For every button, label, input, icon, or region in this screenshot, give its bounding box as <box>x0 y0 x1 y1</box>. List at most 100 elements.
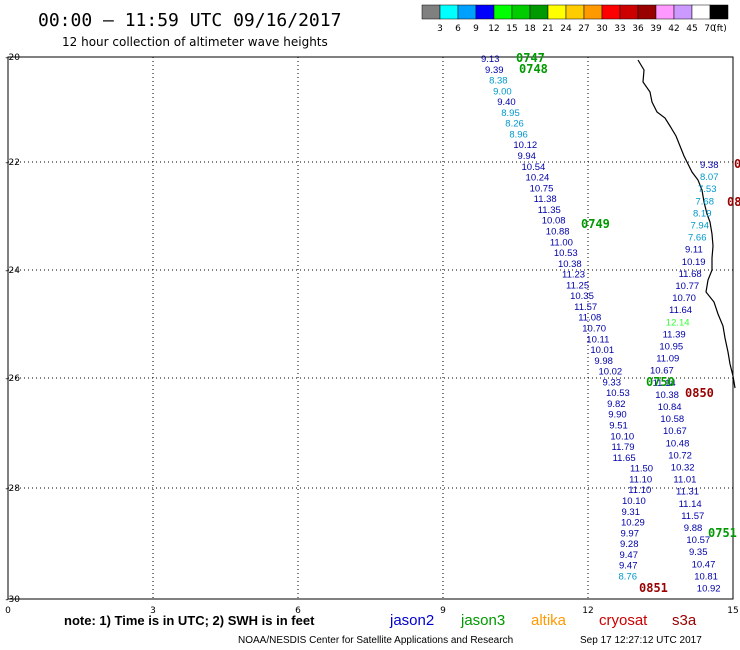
y-tick-label: -26 <box>5 374 20 384</box>
swh-value: 10.38 <box>558 259 582 270</box>
legend-swatch <box>529 4 549 20</box>
swh-value: 9.97 <box>621 528 640 539</box>
legend-swatch <box>709 4 729 20</box>
legend-swatch <box>457 4 477 20</box>
legend-swatch <box>421 4 441 20</box>
pass-time: 0850 <box>685 386 714 400</box>
swh-value: 10.32 <box>671 463 695 474</box>
swh-value: 9.47 <box>619 561 638 572</box>
swh-value: 11.09 <box>656 354 679 365</box>
swh-value: 10.12 <box>513 140 537 151</box>
swh-value: 11.08 <box>578 313 601 324</box>
swh-value: 8.07 <box>700 172 719 183</box>
legend-swatch <box>547 4 567 20</box>
swh-value: 10.72 <box>668 450 692 461</box>
swh-value: 9.88 <box>684 523 703 534</box>
coastline <box>637 59 736 389</box>
swh-value: 11.23 <box>562 270 585 281</box>
pass-time-edge: 0 <box>734 157 740 171</box>
swh-value: 10.88 <box>546 226 570 237</box>
x-tick-label: 6 <box>295 606 301 616</box>
swh-value: 9.90 <box>608 410 627 421</box>
swh-value: 10.48 <box>666 438 690 449</box>
swh-value: 11.01 <box>673 475 696 486</box>
legend-label: 33 <box>614 24 625 34</box>
swh-value: 9.51 <box>609 421 628 432</box>
swh-value: 10.54 <box>522 162 546 173</box>
legend-swatch <box>691 4 711 20</box>
swh-value: 10.77 <box>675 281 699 292</box>
swh-value: 10.57 <box>686 535 710 546</box>
swh-value: 8.26 <box>505 119 524 130</box>
swh-value: 7.94 <box>691 221 710 232</box>
x-tick-label: 12 <box>582 606 593 616</box>
legend-swatch <box>619 4 639 20</box>
swh-value: 10.67 <box>650 366 674 377</box>
legend-label: 45 <box>686 24 697 34</box>
swh-value: 11.64 <box>669 305 692 316</box>
legend-swatch <box>439 4 459 20</box>
legend-label: 36 <box>632 24 644 34</box>
y-tick-label: -22 <box>5 158 20 168</box>
swh-value: 10.35 <box>570 291 594 302</box>
credit-timestamp: Sep 17 12:27:12 UTC 2017 <box>580 635 702 646</box>
swh-value: 9.82 <box>607 399 626 410</box>
swh-value: 8.38 <box>489 76 508 87</box>
swh-value: 9.98 <box>594 356 613 367</box>
swh-value: 10.70 <box>582 324 606 335</box>
legend-label: 70 <box>704 24 716 34</box>
swh-value: 10.29 <box>621 518 645 529</box>
satellite-name: altika <box>531 612 567 629</box>
pass-time-edge: 08 <box>727 195 740 209</box>
legend-label: 39 <box>650 24 662 34</box>
swh-value: 8.95 <box>501 108 520 119</box>
swh-value: 10.67 <box>663 426 687 437</box>
swh-value: 11.39 <box>663 329 686 340</box>
satellite-track-right: 9.388.077.537.688.197.947.669.1110.1911.… <box>650 160 721 595</box>
swh-value: 12.14 <box>666 317 690 328</box>
y-tick-label: -28 <box>5 484 20 494</box>
swh-value: 10.75 <box>530 183 554 194</box>
y-tick-label: -20 <box>5 53 20 63</box>
credit-agency: NOAA/NESDIS Center for Satellite Applica… <box>238 635 513 646</box>
swh-value: 11.68 <box>679 269 702 280</box>
swh-value: 11.57 <box>574 302 597 313</box>
swh-value: 11.25 <box>566 280 589 291</box>
swh-value: 11.31 <box>676 487 699 498</box>
swh-value: 9.38 <box>700 160 719 171</box>
satellite-legend: jason2 jason3 altika cryosat s3a <box>389 612 697 629</box>
legend-swatch <box>475 4 495 20</box>
y-tick-label: -24 <box>5 266 20 276</box>
legend-label: 12 <box>488 24 499 34</box>
swh-value: 10.01 <box>590 345 614 356</box>
page-title: 00:00 – 11:59 UTC 09/16/2017 <box>38 10 341 31</box>
swh-value: 11.14 <box>679 499 702 510</box>
swh-value: 11.57 <box>681 511 704 522</box>
swh-value: 11.35 <box>538 205 561 216</box>
swh-value: 7.68 <box>696 196 715 207</box>
swh-value: 9.35 <box>689 547 708 558</box>
swh-value: 10.11 <box>586 334 609 345</box>
satellite-name: jason3 <box>460 612 505 629</box>
legend-label: 30 <box>596 24 608 34</box>
satellite-name: cryosat <box>599 612 648 629</box>
swh-value: 9.33 <box>603 377 622 388</box>
legend-swatch <box>583 4 603 20</box>
satellite-name: s3a <box>672 612 697 629</box>
swh-value: 10.53 <box>606 388 630 399</box>
swh-value: 11.10 <box>628 485 651 496</box>
swh-value: 9.40 <box>497 97 516 108</box>
swh-value: 11.10 <box>629 474 652 485</box>
legend-label: 15 <box>506 24 517 34</box>
swh-value: 9.00 <box>493 86 512 97</box>
x-tick-label: 9 <box>440 606 446 616</box>
legend-label: 27 <box>578 24 589 34</box>
legend-swatch <box>493 4 513 20</box>
lat-lon-grid <box>8 57 733 599</box>
wave-height-legend: 3 6 9 12 15 18 21 24 27 30 33 36 39 42 45 70(ft) <box>421 4 729 34</box>
swh-value: 10.84 <box>658 402 682 413</box>
x-tick-label: 0 <box>5 606 11 616</box>
swh-value: 10.53 <box>554 248 578 259</box>
footnote: note: 1) Time is in UTC; 2) SWH is in fe… <box>64 613 315 628</box>
